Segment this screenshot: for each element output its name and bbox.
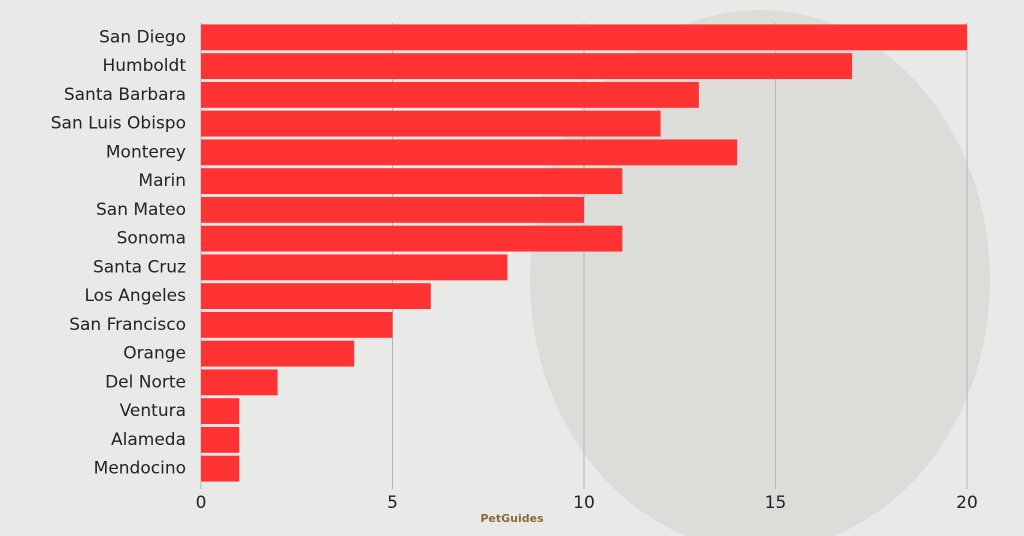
bar [201,168,623,195]
y-tick-label: San Francisco [69,315,186,335]
bar [201,340,355,367]
x-tick-label: 15 [765,493,787,513]
x-tick-label: 20 [956,493,978,513]
bar [201,426,240,453]
x-tick-label: 10 [573,493,595,513]
bar [201,24,967,51]
x-tick-label: 5 [387,493,398,513]
bar [201,225,623,252]
bar [201,81,699,108]
y-tick-label: Sonoma [117,229,186,249]
y-tick-label: Ventura [120,401,186,421]
y-tick-label: Marin [138,171,186,191]
y-tick-label: San Diego [99,27,186,47]
y-tick-label: Los Angeles [84,286,186,306]
bar [201,139,738,166]
x-tick-label: 0 [196,493,207,513]
bar [201,369,278,396]
y-tick-label: Del Norte [105,372,186,392]
bar [201,254,508,281]
y-tick-label: Mendocino [94,459,186,479]
bar [201,53,853,80]
y-tick-label: San Mateo [96,200,186,220]
y-tick-label: Orange [123,344,186,364]
bar [201,283,431,310]
y-tick-label: Santa Cruz [93,257,186,277]
logo: PetGuides [480,512,544,525]
bar [201,196,584,223]
bar [201,455,240,482]
y-tick-label: Alameda [111,430,186,450]
bar [201,311,393,338]
bar [201,110,661,137]
bar [201,398,240,425]
y-tick-label: Humboldt [103,56,187,76]
y-tick-label: Santa Barbara [64,85,186,105]
y-tick-label: Monterey [106,142,186,162]
y-tick-label: San Luis Obispo [51,114,186,134]
